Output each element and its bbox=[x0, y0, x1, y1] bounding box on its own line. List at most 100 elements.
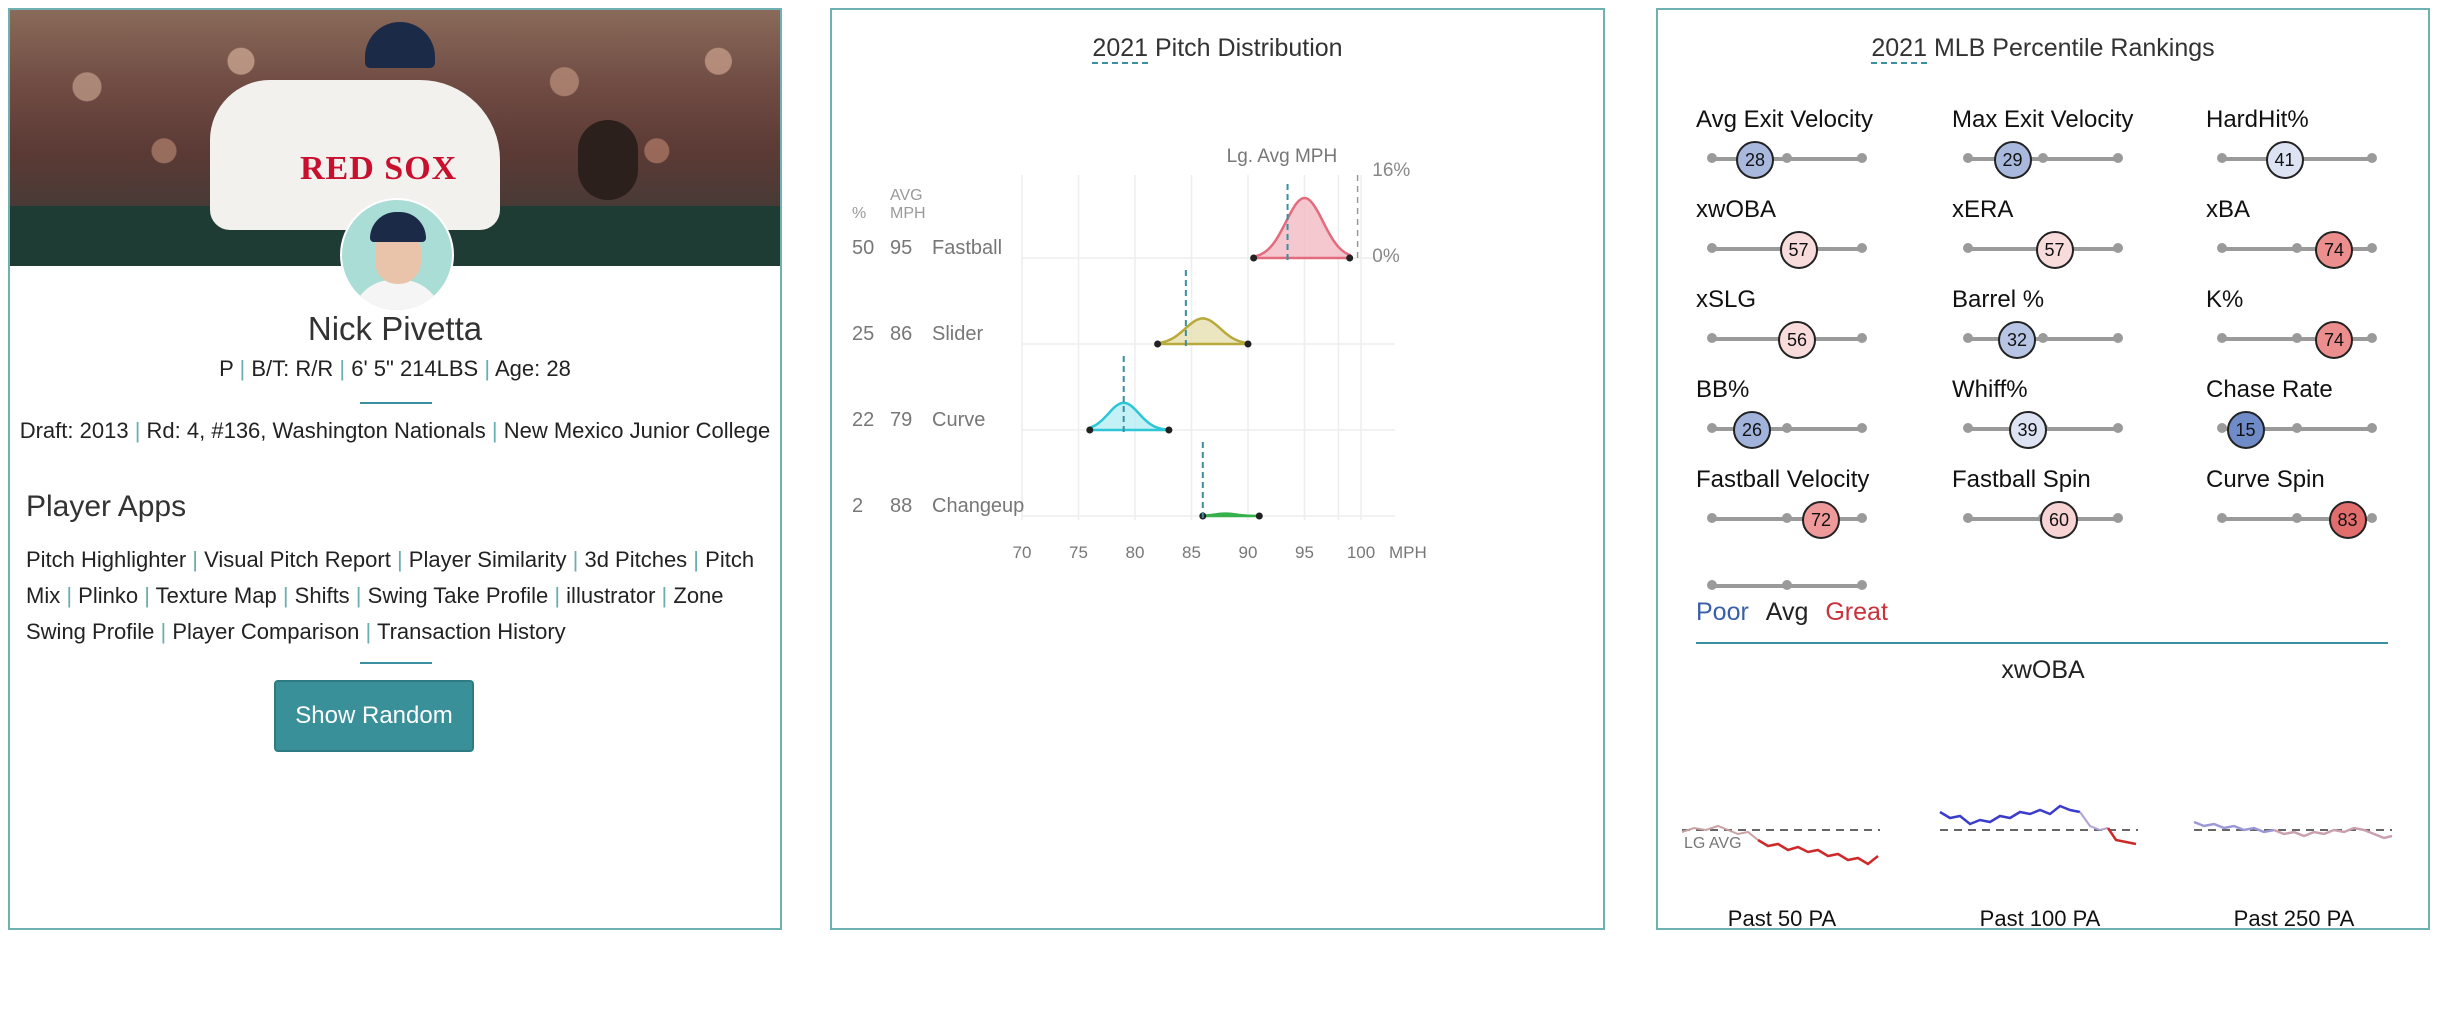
percentile-value: 28 bbox=[1736, 141, 1774, 179]
percentile-metric[interactable]: Fastball Velocity 72 bbox=[1696, 466, 1896, 556]
percentile-value: 74 bbox=[2315, 321, 2353, 359]
pitch-name: Fastball bbox=[932, 237, 1002, 259]
pitch-pct: 2 bbox=[852, 495, 863, 517]
percentile-track bbox=[2217, 423, 2377, 433]
x-tick-label: 85 bbox=[1182, 543, 1201, 562]
position: P bbox=[219, 356, 234, 381]
percentile-metric[interactable]: Whiff% 39 bbox=[1952, 376, 2152, 466]
percentile-metric[interactable]: K% 74 bbox=[2206, 286, 2406, 376]
app-link[interactable]: Zone Swing Profile bbox=[26, 583, 724, 644]
age-label: Age: bbox=[494, 356, 541, 381]
pitch-name: Changeup bbox=[932, 495, 1024, 517]
curve-endpoint bbox=[1250, 254, 1258, 262]
percentile-value: 26 bbox=[1733, 411, 1771, 449]
percentile-metric[interactable]: xwOBA 57 bbox=[1696, 196, 1896, 286]
legend-poor: Poor bbox=[1696, 598, 1749, 626]
percentile-metric[interactable]: Avg Exit Velocity 28 bbox=[1696, 106, 1896, 196]
avatar bbox=[340, 198, 454, 312]
metric-label: K% bbox=[2206, 286, 2244, 313]
year-selector[interactable]: 2021 bbox=[1092, 34, 1149, 64]
lg-avg-label: LG AVG bbox=[1684, 835, 1742, 852]
draft-label: Draft: bbox=[19, 418, 74, 443]
app-link[interactable]: Plinko bbox=[78, 583, 139, 608]
year-selector[interactable]: 2021 bbox=[1871, 34, 1927, 64]
draft-year[interactable]: 2013 bbox=[79, 418, 129, 443]
percentile-metric[interactable]: HardHit% 41 bbox=[2206, 106, 2406, 196]
pitch-density-curve bbox=[1252, 196, 1351, 260]
metric-label: Chase Rate bbox=[2206, 376, 2333, 403]
player-apps-heading: Player Apps bbox=[26, 490, 187, 523]
app-link[interactable]: 3d Pitches bbox=[584, 547, 688, 572]
percentile-value: 72 bbox=[1802, 501, 1840, 539]
metric-label: xBA bbox=[2206, 196, 2251, 223]
percentile-rankings-title: 2021 MLB Percentile Rankings bbox=[1871, 34, 2215, 64]
app-link[interactable]: Pitch Highlighter bbox=[26, 547, 187, 572]
app-link[interactable]: Transaction History bbox=[376, 619, 566, 644]
percentile-value: 29 bbox=[1993, 141, 2032, 179]
y-max-label: 16% bbox=[1372, 160, 1410, 181]
metric-label: Fastball Velocity bbox=[1696, 466, 1870, 493]
pitch-density-curve bbox=[1201, 512, 1260, 518]
pitch-avg-mph: 95 bbox=[890, 237, 912, 259]
percentile-metric[interactable]: Max Exit Velocity 29 bbox=[1952, 106, 2152, 196]
percentile-value: 57 bbox=[2035, 231, 2074, 269]
app-link[interactable]: Player Similarity bbox=[408, 547, 567, 572]
percentile-metric[interactable]: xBA 74 bbox=[2206, 196, 2406, 286]
percentile-track bbox=[1707, 423, 1867, 433]
divider bbox=[360, 402, 432, 404]
metric-label: Fastball Spin bbox=[1952, 466, 2091, 493]
pitch-density-curve bbox=[1088, 401, 1171, 432]
percentile-value: 83 bbox=[2328, 501, 2367, 539]
draft-team[interactable]: Washington Nationals bbox=[272, 418, 486, 443]
legend-great: Great bbox=[1825, 598, 1888, 626]
curve-endpoint bbox=[1165, 426, 1173, 434]
pitch-pct: 25 bbox=[852, 323, 874, 345]
lg-avg-label: Lg. Avg MPH bbox=[1227, 146, 1338, 167]
draft-info: Draft: 2013 | Rd: 4, #136, Washington Na… bbox=[19, 418, 771, 443]
app-link[interactable]: Player Comparison bbox=[172, 619, 360, 644]
metric-label: xwOBA bbox=[1696, 196, 1777, 223]
percentile-value: 32 bbox=[1998, 321, 2036, 359]
pitch-avg-mph: 79 bbox=[890, 409, 912, 431]
app-link[interactable]: illustrator bbox=[566, 583, 656, 608]
app-link[interactable]: Visual Pitch Report bbox=[204, 547, 391, 572]
percentile-metric[interactable]: xSLG 56 bbox=[1696, 286, 1896, 376]
show-random-video-button[interactable]: Show Random Video bbox=[274, 680, 474, 797]
curve-endpoint bbox=[1244, 340, 1252, 348]
y-zero-label: 0% bbox=[1372, 246, 1400, 267]
percentile-track bbox=[2217, 333, 2377, 343]
metric-label: Barrel % bbox=[1952, 286, 2045, 313]
pitch-name: Slider bbox=[932, 323, 983, 345]
percentile-track bbox=[2217, 513, 2377, 523]
pitch-density-curve bbox=[1156, 317, 1250, 346]
window-label-100: Past 100 PA bbox=[1979, 906, 2101, 931]
percentile-metric[interactable]: Curve Spin 83 bbox=[2206, 466, 2406, 556]
x-tick-label: 90 bbox=[1239, 543, 1258, 562]
x-tick-label: 100 bbox=[1347, 543, 1375, 562]
app-link[interactable]: Swing Take Profile bbox=[367, 583, 549, 608]
percentile-metric[interactable]: Barrel % 32 bbox=[1952, 286, 2152, 376]
x-tick-label: 75 bbox=[1069, 543, 1088, 562]
percentile-metric[interactable]: BB% 26 bbox=[1696, 376, 1896, 466]
app-link[interactable]: Shifts bbox=[294, 583, 350, 608]
percentile-value: 57 bbox=[1779, 231, 1818, 269]
percentile-metric[interactable]: xERA 57 bbox=[1952, 196, 2152, 286]
pitch-avg-mph: 86 bbox=[890, 323, 912, 345]
pitch-avg-mph: 88 bbox=[890, 495, 912, 517]
percentile-track bbox=[1963, 333, 2123, 343]
col-pct-header: % bbox=[852, 205, 866, 222]
metric-label: Whiff% bbox=[1952, 376, 2028, 403]
app-link[interactable]: Pitch Mix bbox=[26, 547, 755, 608]
percentile-metric[interactable]: Chase Rate 15 bbox=[2206, 376, 2406, 466]
percentile-metric[interactable]: Fastball Spin 60 bbox=[1952, 466, 2152, 556]
x-unit-label: MPH bbox=[1389, 543, 1427, 562]
pitch-distribution-title: 2021 Pitch Distribution bbox=[1092, 34, 1343, 64]
app-link[interactable]: Texture Map bbox=[155, 583, 277, 608]
window-label-50: Past 50 PA bbox=[1727, 906, 1837, 931]
curve-endpoint bbox=[1086, 426, 1094, 434]
metric-label: Avg Exit Velocity bbox=[1696, 106, 1873, 133]
pitch-name: Curve bbox=[932, 409, 985, 431]
x-tick-label: 95 bbox=[1295, 543, 1314, 562]
bats-throws: R/R bbox=[295, 356, 334, 381]
x-tick-label: 70 bbox=[1013, 543, 1032, 562]
